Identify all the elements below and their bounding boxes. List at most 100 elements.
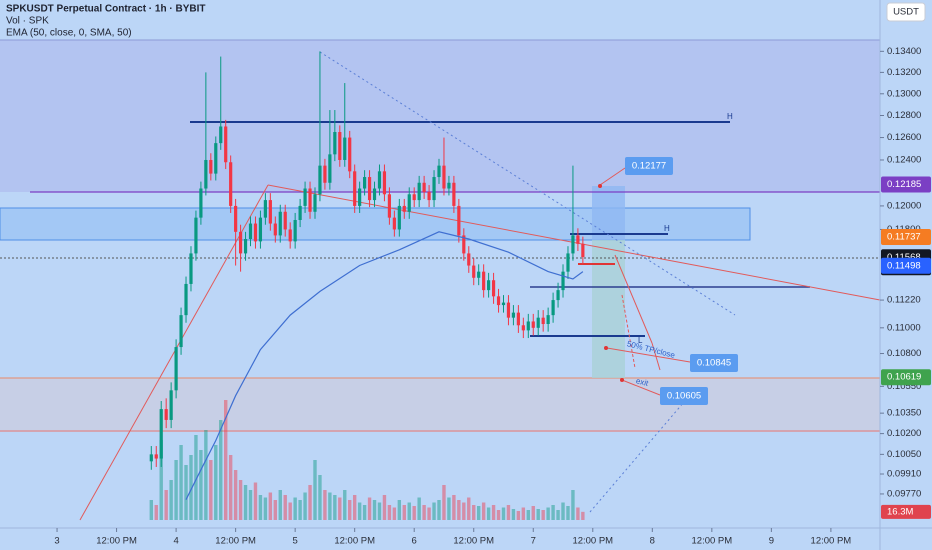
x-tick-label: 4 (173, 536, 178, 547)
currency-button[interactable] (886, 2, 926, 22)
candle-body (258, 217, 263, 242)
volume-bar (382, 495, 387, 520)
candle-body (229, 162, 233, 206)
price-badge-label: 0.10619 (887, 372, 921, 383)
volume-bar (253, 482, 258, 520)
price-badge (881, 257, 931, 274)
candle-body (323, 165, 327, 183)
candle-body (377, 171, 382, 189)
annotation: L (638, 336, 643, 345)
annotation: 0.12177 (632, 161, 666, 172)
volume-bar (422, 505, 426, 520)
arrow (621, 294, 636, 369)
annotation: 0.10845 (697, 358, 731, 369)
annotation-box (690, 354, 738, 372)
annotation: H (727, 112, 733, 121)
volume-bar (486, 507, 491, 520)
volume-bar (372, 500, 377, 520)
candle-body (516, 312, 520, 326)
x-tick-label: 12:00 PM (96, 536, 137, 547)
price-badge-label: 0.11498 (887, 260, 921, 271)
volume-bar (442, 485, 446, 520)
candle-body (149, 454, 153, 462)
annotation: H (664, 224, 670, 233)
volume-bar (278, 490, 282, 520)
x-tick-label: 12:00 PM (215, 536, 256, 547)
candle-body (298, 205, 302, 220)
x-tick-label: 12:00 PM (811, 536, 852, 547)
callout-point (620, 378, 624, 382)
volume-bar (447, 497, 451, 520)
currency[interactable]: USDT (893, 7, 919, 18)
candle-body (442, 165, 446, 189)
y-tick-label: 0.12400 (887, 154, 921, 165)
path-line (589, 394, 691, 513)
x-tick-label: 6 (412, 536, 417, 547)
candle-body (571, 235, 575, 254)
volume-bar (367, 497, 372, 520)
volume-bar (581, 511, 585, 520)
volume-bar (219, 420, 223, 520)
candle-body (551, 300, 555, 316)
candle-body (224, 126, 228, 163)
candle-body (422, 182, 426, 192)
volume-bar (462, 502, 466, 520)
volume-bar (149, 500, 153, 520)
callout-line (599, 167, 626, 186)
candle-body (209, 159, 213, 174)
volume-bar (164, 490, 168, 520)
candle-body (234, 205, 238, 232)
price-badge-label: 0.11737 (887, 231, 921, 242)
candle-body (556, 290, 560, 301)
candle-body (511, 312, 516, 318)
volume-bar (536, 509, 540, 520)
x-tick-label: 12:00 PM (453, 536, 494, 547)
annotation: exit (635, 376, 650, 388)
price-badge (881, 228, 931, 245)
candle-body (362, 177, 367, 189)
candle-body (164, 409, 168, 420)
y-tick-label: 0.10200 (887, 428, 921, 439)
chart-title: SPKUSDT Perpetual Contract · 1h · BYBIT (6, 4, 205, 15)
volume-bar (298, 500, 302, 520)
trend-line (319, 51, 736, 316)
candle-body (159, 409, 163, 459)
candle-body (318, 165, 322, 195)
volume-bar (224, 400, 228, 520)
y-tick-label: 0.10800 (887, 348, 921, 359)
candle-body (308, 188, 312, 212)
candle-body (184, 283, 188, 316)
candle-body (253, 223, 258, 242)
y-tick-label: 0.13400 (887, 46, 921, 57)
volume-bar (174, 460, 178, 520)
volume-bar (417, 497, 421, 520)
x-tick-label: 8 (650, 536, 655, 547)
volume-bar (338, 497, 342, 520)
volume-bar (377, 502, 382, 520)
candle-body (521, 325, 525, 331)
annotation: 0.10605 (667, 391, 701, 402)
volume-bar (308, 485, 312, 520)
candle-body (412, 194, 416, 201)
candle-body (248, 223, 253, 239)
volume-bar (228, 455, 233, 520)
y-tick-label: 0.09910 (887, 469, 921, 480)
volume-bar (506, 505, 511, 520)
volume-bar (476, 506, 481, 520)
price-badge-label: 0.11568 (887, 252, 921, 263)
candle-body (214, 143, 218, 174)
volume-bar (273, 500, 278, 520)
volume-bar (491, 505, 496, 520)
candle-body (531, 321, 535, 328)
volume-bar (571, 490, 575, 520)
candle-body (392, 217, 396, 230)
y-tick-label: 0.12600 (887, 132, 921, 143)
candle-body (491, 280, 496, 297)
candle-body (581, 243, 585, 258)
volume-bar (432, 502, 436, 520)
candle-body (397, 205, 401, 230)
x-tick-label: 3 (54, 536, 59, 547)
candle-body (313, 194, 317, 212)
volume-bar (283, 495, 287, 520)
candle-body (288, 229, 292, 242)
